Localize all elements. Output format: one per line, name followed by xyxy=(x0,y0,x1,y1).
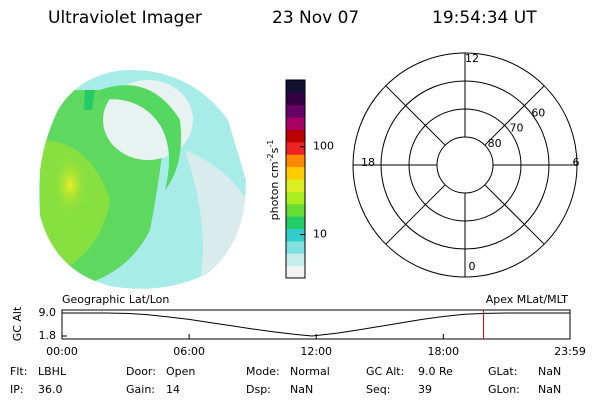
mlt-label: 18 xyxy=(361,156,375,169)
colorbar: 10 100 xyxy=(285,79,334,279)
lat-ring xyxy=(408,108,522,222)
lat-ring-label: 80 xyxy=(488,137,502,150)
info-label: Door: xyxy=(126,365,156,378)
info-value: NaN xyxy=(538,383,561,396)
altitude-chart: 9.0 1.8 00:00 06:00 12:00 18:00 23:59 xyxy=(39,306,586,358)
x-tick-label: 18:00 xyxy=(427,345,459,358)
info-label: GLon: xyxy=(488,383,520,396)
info-value: 9.0 Re xyxy=(418,365,453,378)
lat-ring xyxy=(380,80,550,250)
lat-ring-label: 70 xyxy=(509,122,523,135)
mlt-label: 6 xyxy=(573,156,580,169)
chart-title-right: Apex MLat/MLT xyxy=(486,293,569,306)
colorbar-swatch xyxy=(286,253,305,267)
mlt-spoke xyxy=(385,85,446,146)
mlt-label: 0 xyxy=(469,260,476,273)
colorbar-swatch xyxy=(286,104,305,118)
colorbar-label: photon cm-2s-1 xyxy=(266,140,282,221)
info-label: GLat: xyxy=(488,365,517,378)
info-label: GC Alt: xyxy=(366,365,404,378)
colorbar-swatch xyxy=(286,191,305,205)
info-label: IP: xyxy=(10,383,24,396)
colorbar-swatch xyxy=(286,166,305,180)
info-label: Dsp: xyxy=(246,383,271,396)
colorbar-swatch xyxy=(286,179,305,192)
colorbar-tick-label: 100 xyxy=(313,140,334,153)
colorbar-frame xyxy=(285,79,306,279)
colorbar-swatch xyxy=(286,129,305,143)
status-panel: Flt: LBHL Door: Open Mode: Normal GC Alt: 9.0 R… xyxy=(10,365,561,396)
title: Ultraviolet Imager xyxy=(48,8,202,28)
info-value: Open xyxy=(166,365,195,378)
info-value: Normal xyxy=(290,365,330,378)
colorbar-swatch xyxy=(286,240,305,254)
lat-ring-label: 60 xyxy=(531,106,545,119)
mlt-label: 12 xyxy=(465,52,479,65)
x-tick-label: 06:00 xyxy=(173,345,205,358)
colorbar-swatch xyxy=(286,228,305,242)
info-value: LBHL xyxy=(38,365,67,378)
colorbar-swatch xyxy=(286,80,305,93)
chart-title-left: Geographic Lat/Lon xyxy=(62,293,169,306)
colorbar-swatch xyxy=(286,154,305,168)
info-value: 14 xyxy=(166,383,180,396)
colorbar-tick-label: 10 xyxy=(313,228,327,241)
mlt-spoke xyxy=(484,85,545,146)
info-value: NaN xyxy=(538,365,561,378)
lat-ring xyxy=(436,136,494,194)
x-tick-label: 12:00 xyxy=(300,345,332,358)
colorbar-swatch xyxy=(286,92,305,106)
y-axis-label: GC Alt xyxy=(11,306,24,341)
colorbar-swatch xyxy=(286,265,305,279)
x-tick-label: 00:00 xyxy=(46,345,78,358)
info-value: 39 xyxy=(418,383,432,396)
info-label: Gain: xyxy=(126,383,155,396)
colorbar-swatch xyxy=(286,117,305,130)
mlt-spoke xyxy=(385,184,446,245)
mlt-spoke xyxy=(484,184,545,245)
y-tick-label: 9.0 xyxy=(39,306,57,319)
time: 19:54:34 UT xyxy=(432,8,537,28)
y-tick-label: 1.8 xyxy=(39,329,57,342)
info-label: Mode: xyxy=(246,365,280,378)
altitude-line xyxy=(62,312,570,337)
colorbar-swatch xyxy=(286,141,305,155)
info-value: 36.0 xyxy=(38,383,63,396)
colorbar-swatch xyxy=(286,203,305,217)
x-tick-label: 23:59 xyxy=(554,345,586,358)
date: 23 Nov 07 xyxy=(272,8,359,28)
colorbar-swatch xyxy=(286,216,305,229)
info-label: Seq: xyxy=(366,383,390,396)
info-value: NaN xyxy=(290,383,313,396)
auroral-image xyxy=(38,69,246,289)
info-label: Flt: xyxy=(10,365,27,378)
